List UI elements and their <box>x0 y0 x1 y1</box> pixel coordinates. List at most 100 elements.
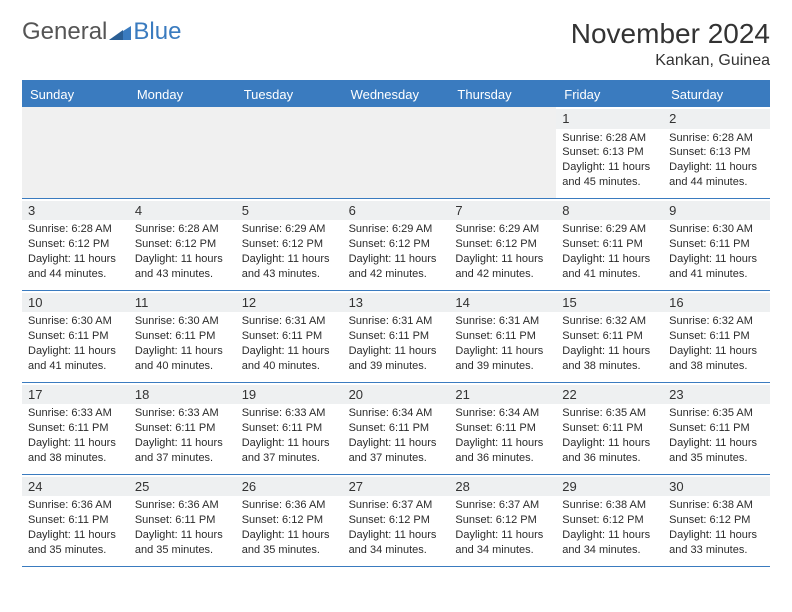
day-cell: 29Sunrise: 6:38 AMSunset: 6:12 PMDayligh… <box>556 475 663 566</box>
daylight-text: Daylight: 11 hours and 34 minutes. <box>349 528 444 558</box>
logo: General Blue <box>22 18 181 46</box>
day-cell: 10Sunrise: 6:30 AMSunset: 6:11 PMDayligh… <box>22 291 129 382</box>
day-cell: 19Sunrise: 6:33 AMSunset: 6:11 PMDayligh… <box>236 383 343 474</box>
day-number: 11 <box>129 293 236 313</box>
day-number: 24 <box>22 477 129 497</box>
daylight-text: Daylight: 11 hours and 35 minutes. <box>669 436 764 466</box>
empty-cell <box>343 107 450 198</box>
empty-cell <box>22 107 129 198</box>
sunrise-text: Sunrise: 6:35 AM <box>669 406 764 421</box>
day-number: 18 <box>129 385 236 405</box>
week-row: 3Sunrise: 6:28 AMSunset: 6:12 PMDaylight… <box>22 199 770 291</box>
day-header-friday: Friday <box>556 82 663 107</box>
day-cell: 8Sunrise: 6:29 AMSunset: 6:11 PMDaylight… <box>556 199 663 290</box>
daylight-text: Daylight: 11 hours and 34 minutes. <box>455 528 550 558</box>
daylight-text: Daylight: 11 hours and 35 minutes. <box>242 528 337 558</box>
sunset-text: Sunset: 6:11 PM <box>349 421 444 436</box>
sunrise-text: Sunrise: 6:36 AM <box>135 498 230 513</box>
day-cell: 28Sunrise: 6:37 AMSunset: 6:12 PMDayligh… <box>449 475 556 566</box>
daylight-text: Daylight: 11 hours and 42 minutes. <box>349 252 444 282</box>
sunset-text: Sunset: 6:11 PM <box>28 513 123 528</box>
sunset-text: Sunset: 6:11 PM <box>669 421 764 436</box>
daylight-text: Daylight: 11 hours and 37 minutes. <box>349 436 444 466</box>
day-number: 13 <box>343 293 450 313</box>
day-cell: 22Sunrise: 6:35 AMSunset: 6:11 PMDayligh… <box>556 383 663 474</box>
week-row: 17Sunrise: 6:33 AMSunset: 6:11 PMDayligh… <box>22 383 770 475</box>
day-cell: 3Sunrise: 6:28 AMSunset: 6:12 PMDaylight… <box>22 199 129 290</box>
sunset-text: Sunset: 6:12 PM <box>242 513 337 528</box>
day-cell: 17Sunrise: 6:33 AMSunset: 6:11 PMDayligh… <box>22 383 129 474</box>
daylight-text: Daylight: 11 hours and 40 minutes. <box>135 344 230 374</box>
sunset-text: Sunset: 6:12 PM <box>669 513 764 528</box>
sunrise-text: Sunrise: 6:37 AM <box>455 498 550 513</box>
logo-triangle-icon <box>109 24 131 40</box>
sunset-text: Sunset: 6:12 PM <box>455 237 550 252</box>
sunrise-text: Sunrise: 6:34 AM <box>455 406 550 421</box>
sunset-text: Sunset: 6:12 PM <box>349 237 444 252</box>
day-header-thursday: Thursday <box>449 82 556 107</box>
sunset-text: Sunset: 6:12 PM <box>135 237 230 252</box>
empty-cell <box>236 107 343 198</box>
sunrise-text: Sunrise: 6:36 AM <box>242 498 337 513</box>
day-cell: 16Sunrise: 6:32 AMSunset: 6:11 PMDayligh… <box>663 291 770 382</box>
daylight-text: Daylight: 11 hours and 40 minutes. <box>242 344 337 374</box>
title-block: November 2024 Kankan, Guinea <box>571 18 770 70</box>
sunset-text: Sunset: 6:11 PM <box>669 329 764 344</box>
day-number: 25 <box>129 477 236 497</box>
day-number: 8 <box>556 201 663 221</box>
sunset-text: Sunset: 6:11 PM <box>669 237 764 252</box>
sunset-text: Sunset: 6:11 PM <box>28 329 123 344</box>
day-cell: 26Sunrise: 6:36 AMSunset: 6:12 PMDayligh… <box>236 475 343 566</box>
sunset-text: Sunset: 6:11 PM <box>135 329 230 344</box>
sunrise-text: Sunrise: 6:29 AM <box>455 222 550 237</box>
daylight-text: Daylight: 11 hours and 36 minutes. <box>455 436 550 466</box>
sunrise-text: Sunrise: 6:28 AM <box>28 222 123 237</box>
day-cell: 6Sunrise: 6:29 AMSunset: 6:12 PMDaylight… <box>343 199 450 290</box>
day-number: 5 <box>236 201 343 221</box>
sunset-text: Sunset: 6:11 PM <box>135 421 230 436</box>
daylight-text: Daylight: 11 hours and 41 minutes. <box>669 252 764 282</box>
day-number: 1 <box>556 109 663 129</box>
sunset-text: Sunset: 6:12 PM <box>562 513 657 528</box>
day-number: 30 <box>663 477 770 497</box>
day-cell: 27Sunrise: 6:37 AMSunset: 6:12 PMDayligh… <box>343 475 450 566</box>
sunrise-text: Sunrise: 6:33 AM <box>28 406 123 421</box>
day-number: 26 <box>236 477 343 497</box>
daylight-text: Daylight: 11 hours and 41 minutes. <box>562 252 657 282</box>
sunrise-text: Sunrise: 6:32 AM <box>669 314 764 329</box>
day-header-row: SundayMondayTuesdayWednesdayThursdayFrid… <box>22 82 770 107</box>
daylight-text: Daylight: 11 hours and 36 minutes. <box>562 436 657 466</box>
daylight-text: Daylight: 11 hours and 38 minutes. <box>562 344 657 374</box>
day-number: 19 <box>236 385 343 405</box>
daylight-text: Daylight: 11 hours and 41 minutes. <box>28 344 123 374</box>
sunset-text: Sunset: 6:11 PM <box>242 421 337 436</box>
sunset-text: Sunset: 6:11 PM <box>135 513 230 528</box>
day-number: 12 <box>236 293 343 313</box>
day-cell: 30Sunrise: 6:38 AMSunset: 6:12 PMDayligh… <box>663 475 770 566</box>
day-header-sunday: Sunday <box>22 82 129 107</box>
daylight-text: Daylight: 11 hours and 37 minutes. <box>135 436 230 466</box>
daylight-text: Daylight: 11 hours and 44 minutes. <box>669 160 764 190</box>
sunset-text: Sunset: 6:11 PM <box>455 421 550 436</box>
daylight-text: Daylight: 11 hours and 37 minutes. <box>242 436 337 466</box>
sunrise-text: Sunrise: 6:31 AM <box>455 314 550 329</box>
sunset-text: Sunset: 6:11 PM <box>242 329 337 344</box>
sunrise-text: Sunrise: 6:28 AM <box>562 131 657 146</box>
sunrise-text: Sunrise: 6:38 AM <box>562 498 657 513</box>
sunset-text: Sunset: 6:13 PM <box>669 145 764 160</box>
sunset-text: Sunset: 6:13 PM <box>562 145 657 160</box>
day-cell: 23Sunrise: 6:35 AMSunset: 6:11 PMDayligh… <box>663 383 770 474</box>
day-header-tuesday: Tuesday <box>236 82 343 107</box>
day-cell: 24Sunrise: 6:36 AMSunset: 6:11 PMDayligh… <box>22 475 129 566</box>
day-number: 7 <box>449 201 556 221</box>
day-cell: 20Sunrise: 6:34 AMSunset: 6:11 PMDayligh… <box>343 383 450 474</box>
logo-word2: Blue <box>133 18 181 46</box>
sunset-text: Sunset: 6:11 PM <box>455 329 550 344</box>
sunrise-text: Sunrise: 6:38 AM <box>669 498 764 513</box>
day-cell: 12Sunrise: 6:31 AMSunset: 6:11 PMDayligh… <box>236 291 343 382</box>
day-number: 17 <box>22 385 129 405</box>
day-number: 15 <box>556 293 663 313</box>
day-number: 3 <box>22 201 129 221</box>
month-title: November 2024 <box>571 18 770 50</box>
sunset-text: Sunset: 6:11 PM <box>562 329 657 344</box>
